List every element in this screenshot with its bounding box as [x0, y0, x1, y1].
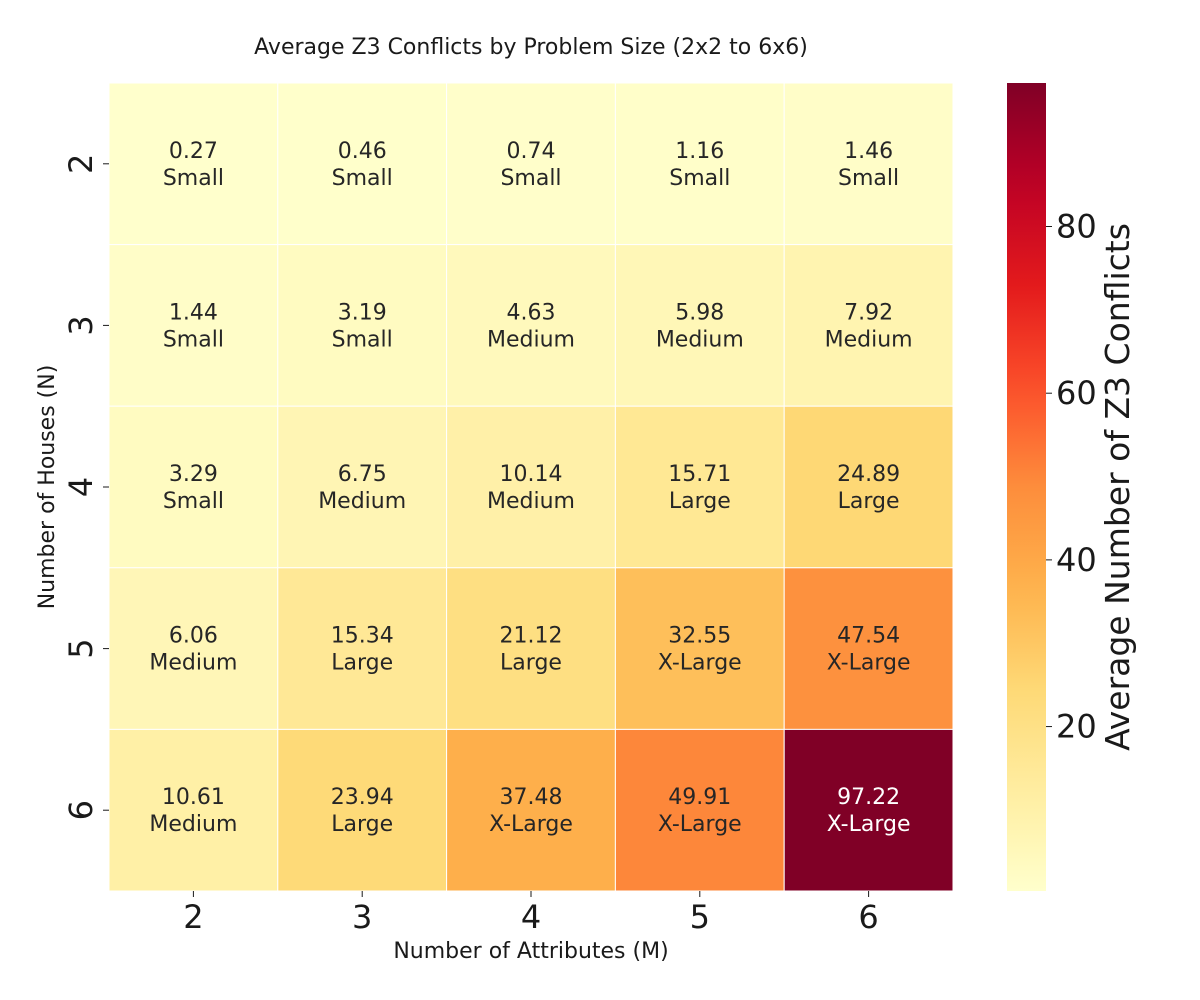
cell-category-label: X-Large — [489, 812, 573, 837]
colorbar-label: Average Number of Z3 Conflicts — [1098, 223, 1137, 751]
heatmap-cell — [277, 567, 448, 730]
cell-category-label: Large — [500, 651, 562, 676]
cell-category-label: Small — [163, 489, 224, 514]
cell-category-label: Small — [332, 166, 393, 191]
heatmap-cell — [783, 567, 954, 730]
y-tick-label: 3 — [62, 315, 100, 335]
heatmap-cell — [277, 728, 448, 892]
heatmap-cell-labels: 0.27Small0.46Small0.74Small1.16Small1.46… — [149, 139, 912, 837]
y-axis-label: Number of Houses (N) — [35, 365, 60, 610]
heatmap-cell — [108, 82, 279, 246]
colorbar-tick-label: 40 — [1056, 541, 1097, 579]
cell-category-label: Small — [500, 166, 561, 191]
y-tick-label: 4 — [62, 477, 100, 497]
cell-value-label: 23.94 — [331, 785, 394, 810]
cell-value-label: 1.44 — [169, 300, 218, 325]
x-axis-label: Number of Attributes (M) — [393, 939, 668, 964]
cell-category-label: Large — [669, 489, 731, 514]
cell-category-label: X-Large — [658, 812, 742, 837]
cell-category-label: Large — [331, 812, 393, 837]
cell-category-label: Medium — [656, 327, 744, 352]
cell-value-label: 15.71 — [668, 462, 731, 487]
heatmap-cell — [783, 82, 954, 246]
cell-value-label: 24.89 — [837, 462, 900, 487]
x-tick-label: 4 — [521, 898, 541, 936]
cell-category-label: Small — [332, 327, 393, 352]
cell-category-label: X-Large — [658, 651, 742, 676]
cell-category-label: X-Large — [827, 812, 911, 837]
cell-category-label: Small — [838, 166, 899, 191]
cell-category-label: Medium — [149, 812, 237, 837]
cell-category-label: Medium — [487, 489, 575, 514]
heatmap-cell — [446, 82, 616, 246]
heatmap-cell — [108, 244, 279, 407]
cell-value-label: 32.55 — [668, 624, 731, 649]
colorbar-tick-label: 80 — [1056, 208, 1097, 246]
x-tick-label: 2 — [183, 898, 203, 936]
x-axis-ticks: 2 3 4 5 6 — [183, 891, 879, 936]
x-tick-label: 5 — [690, 898, 710, 936]
cell-value-label: 10.61 — [162, 785, 225, 810]
heatmap-cell — [108, 405, 279, 569]
cell-category-label: Medium — [149, 651, 237, 676]
colorbar — [1007, 83, 1046, 891]
cell-value-label: 5.98 — [675, 300, 724, 325]
colorbar-ticks: 20 40 60 80 — [1046, 208, 1097, 746]
cell-value-label: 21.12 — [500, 624, 563, 649]
cell-category-label: Medium — [318, 489, 406, 514]
cell-value-label: 3.19 — [338, 300, 387, 325]
heatmap-cell — [446, 728, 616, 892]
x-tick-label: 6 — [858, 898, 878, 936]
heatmap-cell — [277, 82, 448, 246]
cell-category-label: Large — [331, 651, 393, 676]
heatmap-cell — [446, 405, 616, 569]
cell-value-label: 37.48 — [500, 785, 563, 810]
heatmap-cell — [277, 405, 448, 569]
cell-category-label: Medium — [825, 327, 913, 352]
cell-value-label: 1.16 — [675, 139, 724, 164]
cell-value-label: 6.75 — [338, 462, 387, 487]
cell-category-label: Small — [163, 327, 224, 352]
heatmap-cell — [783, 244, 954, 407]
heatmap-cell — [783, 728, 954, 892]
colorbar-tick-label: 20 — [1056, 708, 1097, 746]
heatmap-cell — [446, 244, 616, 407]
y-axis-ticks: 2 3 4 5 6 — [62, 154, 109, 820]
heatmap-cell — [614, 405, 785, 569]
cell-value-label: 0.46 — [338, 139, 387, 164]
heatmap-cell — [783, 405, 954, 569]
heatmap-cells — [108, 82, 954, 892]
cell-value-label: 4.63 — [507, 300, 556, 325]
cell-category-label: X-Large — [827, 651, 911, 676]
cell-value-label: 49.91 — [668, 785, 731, 810]
cell-value-label: 6.06 — [169, 624, 218, 649]
cell-category-label: Medium — [487, 327, 575, 352]
cell-value-label: 7.92 — [844, 300, 893, 325]
heatmap-cell — [277, 244, 448, 407]
cell-value-label: 10.14 — [500, 462, 563, 487]
heatmap-cell — [614, 728, 785, 892]
y-tick-label: 2 — [62, 154, 100, 174]
cell-category-label: Small — [669, 166, 730, 191]
heatmap-cell — [446, 567, 616, 730]
cell-category-label: Small — [163, 166, 224, 191]
cell-value-label: 47.54 — [837, 624, 900, 649]
y-tick-label: 5 — [62, 638, 100, 658]
cell-value-label: 15.34 — [331, 624, 394, 649]
cell-category-label: Large — [838, 489, 900, 514]
cell-value-label: 1.46 — [844, 139, 893, 164]
cell-value-label: 3.29 — [169, 462, 218, 487]
cell-value-label: 97.22 — [837, 785, 900, 810]
y-tick-label: 6 — [62, 800, 100, 820]
cell-value-label: 0.74 — [507, 139, 556, 164]
cell-value-label: 0.27 — [169, 139, 218, 164]
colorbar-tick-label: 60 — [1056, 374, 1097, 412]
heatmap-cell — [614, 567, 785, 730]
chart-title: Average Z3 Conflicts by Problem Size (2x… — [254, 35, 808, 60]
x-tick-label: 3 — [352, 898, 372, 936]
heatmap-cell — [614, 82, 785, 246]
